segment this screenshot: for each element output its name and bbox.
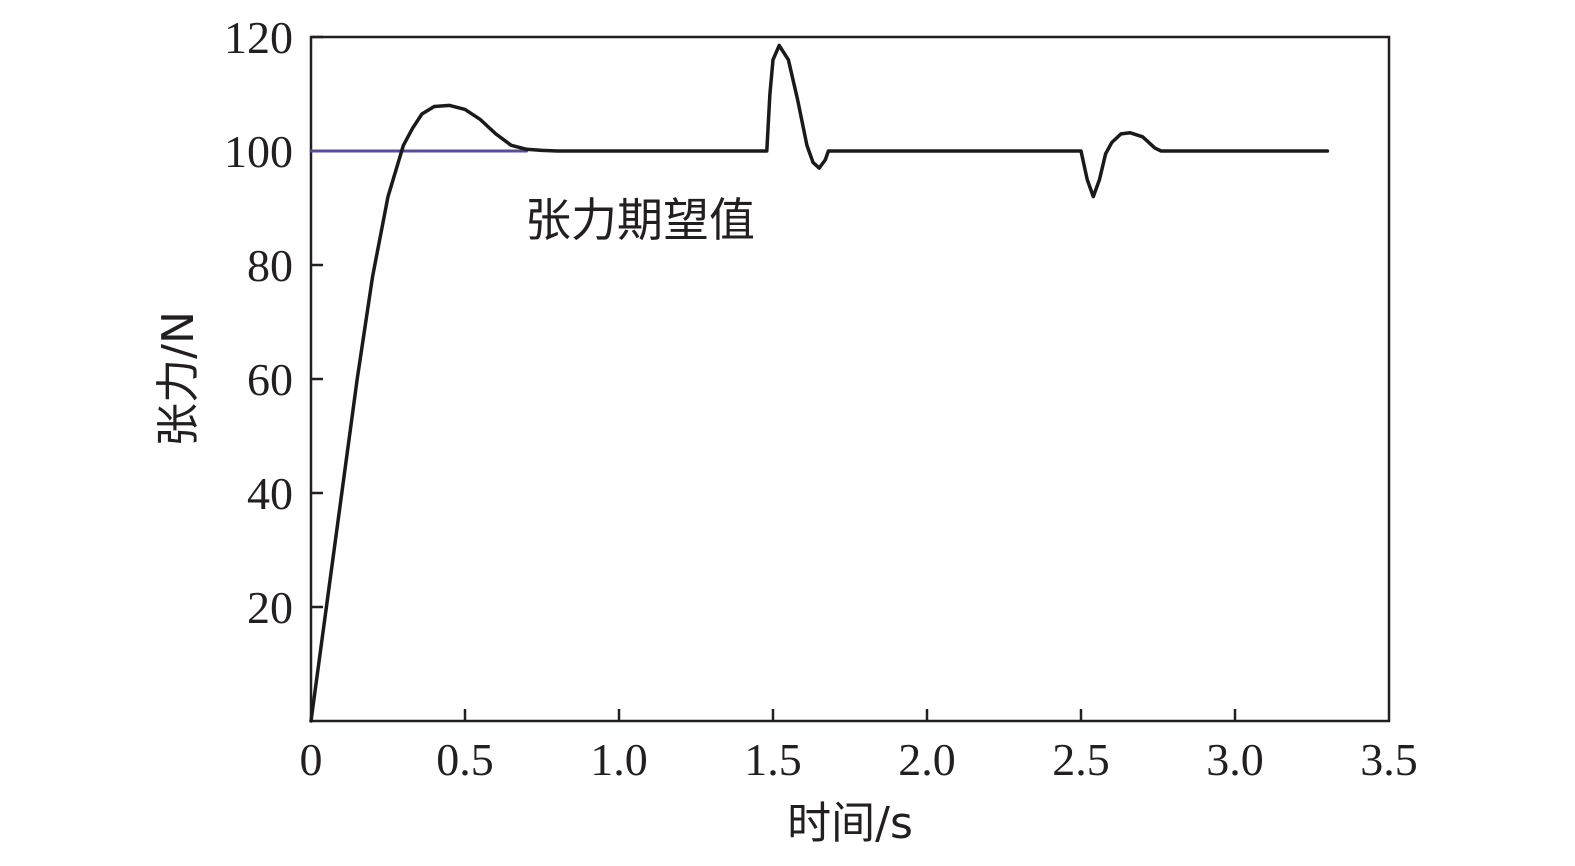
y-tick-label: 40 [247,468,293,519]
series-lines [309,43,1330,723]
x-tick-label: 0 [300,734,323,785]
y-tick-label: 60 [247,354,293,405]
x-tick-label: 2.0 [898,734,956,785]
y-tick-label: 20 [247,582,293,633]
y-tick-label: 80 [247,240,293,291]
tick-labels: 0 0.5 1.0 1.5 2.0 2.5 3.0 3.5 20 40 60 80 100 120 [224,12,1418,785]
x-tick-label: 3.0 [1206,734,1264,785]
x-tick-label: 3.5 [1360,734,1418,785]
y-axis-title: 张力/N [153,311,204,447]
response-line [309,43,1330,723]
x-tick-label: 0.5 [436,734,494,785]
axis-ticks [311,35,1237,721]
x-tick-label: 1.5 [744,734,802,785]
x-tick-label: 1.0 [590,734,648,785]
plot-frame [309,35,1391,723]
x-tick-label: 2.5 [1052,734,1110,785]
x-axis-title: 时间/s [787,798,913,849]
y-tick-label: 120 [224,12,293,63]
annotation-expected-tension: 张力期望值 [525,193,755,247]
y-tick-label: 100 [224,126,293,177]
